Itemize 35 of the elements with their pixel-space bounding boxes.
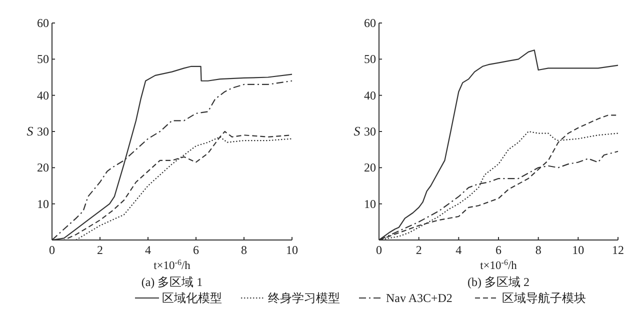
y-tick-label: 60 [364,16,376,30]
y-tick-label: 50 [364,52,376,66]
legend-label: 区域化模型 [162,291,222,305]
x-tick-label: 8 [241,243,247,257]
y-axis-title: S [354,124,361,138]
text: (b) 多区域 2 [468,275,530,289]
legend-label: 终身学习模型 [268,291,340,305]
x-tick-label: 0 [49,243,55,257]
x-tick-label: 6 [193,243,199,257]
y-tick-label: 10 [37,196,49,211]
legend-label: 区域导航子模块 [502,291,586,305]
y-tick-label: 30 [37,124,49,138]
x-axis-title: t×10$^{-6}$/h [154,258,191,272]
y-tick-label: 40 [37,88,49,102]
x-axis-title: t×10$^{-6}$/h [480,258,518,272]
x-tick-label: 4 [145,243,151,257]
y-axis-title: S [26,124,34,138]
y-tick-label: 20 [364,160,376,175]
y-tick-label: 10 [364,196,376,211]
x-tick-label: 10 [286,243,298,257]
x-tick-label: 4 [456,243,462,257]
y-tick-label: 50 [37,52,49,66]
x-tick-label: 8 [535,243,542,257]
y-tick-label: 20 [37,160,49,175]
x-tick-label: 2 [97,243,103,257]
x-tick-label: 0 [376,243,382,257]
y-tick-label: 30 [364,124,376,138]
x-tick-label: 12 [612,243,624,257]
x-tick-label: 6 [496,243,502,257]
x-tick-label: 2 [416,243,422,257]
legend-label: Nav A3C+D2 [386,291,452,305]
y-tick-label: 40 [364,88,376,102]
text: (a) 多区域 1 [141,275,203,289]
y-tick-label: 60 [37,16,49,30]
x-tick-label: 10 [572,243,584,257]
